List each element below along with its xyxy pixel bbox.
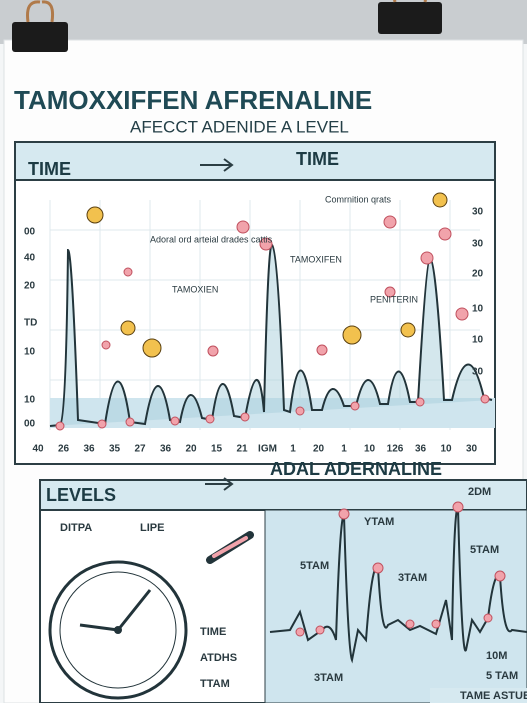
monitor-label: 10M xyxy=(486,650,507,662)
bottom-label: 20 xyxy=(313,444,325,455)
bottom-label: 36 xyxy=(415,444,427,455)
annotation: TAMOXIEN xyxy=(172,284,218,294)
binder-clip xyxy=(378,0,442,34)
grid xyxy=(49,200,480,430)
annotation: TAMOXIFEN xyxy=(290,254,342,264)
bottom-label: 10 xyxy=(440,444,452,455)
annotation: PENITERIN xyxy=(370,294,418,304)
side-label: 10 xyxy=(24,395,36,406)
bottom-label: 1 xyxy=(341,444,347,455)
bottom-label: 40 xyxy=(32,444,44,455)
bottom-label: 126 xyxy=(387,444,404,455)
binder-clip xyxy=(12,0,68,52)
monitor-label: YTAM xyxy=(364,516,394,528)
clock-label: ATDHS xyxy=(200,652,237,664)
title: TAMOXXIFFEN AFRENALINE xyxy=(14,85,372,115)
top-labels: 00 40 20 TD 10 10 00 30 30 20 10 10 30 40 26 36 35 27 36 20… xyxy=(24,194,484,454)
side-label: 10 xyxy=(24,347,36,358)
top-panel-header xyxy=(14,141,496,181)
side-label: 30 xyxy=(472,207,484,218)
side-label: 00 xyxy=(24,419,36,430)
side-label: 40 xyxy=(24,253,36,264)
bottom-label: IGM xyxy=(258,444,277,455)
bottom-label: 35 xyxy=(109,444,121,455)
dots xyxy=(55,215,490,431)
monitor-label: 5 TAM xyxy=(486,670,518,682)
side-label: 10 xyxy=(472,304,484,315)
side-label: 30 xyxy=(472,367,484,378)
heading: LEVELS xyxy=(46,485,116,505)
badges xyxy=(86,192,448,358)
dots xyxy=(295,501,506,637)
bottom-label: 20 xyxy=(185,444,197,455)
side-label: 20 xyxy=(24,281,36,292)
monitor-label: 5TAM xyxy=(470,544,499,556)
bottom-label: 15 xyxy=(211,444,223,455)
bottom-label: 1 xyxy=(290,444,296,455)
subtitle: AFECCT ADENIDE A LEVEL xyxy=(130,117,349,136)
heading: ADAL ADERNALINE xyxy=(270,459,442,479)
footer: TAME ASTUE xyxy=(460,690,527,702)
bottom-label: 26 xyxy=(58,444,70,455)
side-label: TD xyxy=(24,318,37,329)
arrow xyxy=(200,158,234,172)
bottom-label: 21 xyxy=(236,444,248,455)
clock-label: LIPE xyxy=(140,522,164,534)
annotation: Adoral ord arteial drades cattis xyxy=(150,234,273,244)
heading: TIME xyxy=(28,159,71,179)
monitor xyxy=(264,509,527,703)
monitor-label: 5TAM xyxy=(300,560,329,572)
bottom-label: 36 xyxy=(83,444,95,455)
side-label: 30 xyxy=(472,239,484,250)
bottom-label: 27 xyxy=(134,444,146,455)
bottom-label: 30 xyxy=(466,444,478,455)
bottom-label: 10 xyxy=(364,444,376,455)
monitor-label: 3TAM xyxy=(398,572,427,584)
heading: TIME xyxy=(296,149,339,169)
clock-label: TTAM xyxy=(200,678,230,690)
clock-label: TIME xyxy=(200,626,226,638)
arrow xyxy=(205,477,234,491)
bottom-labels: DITPA LIPE TIME ATDHS TTAM 2DM YTAM 5TAM 5TAM 3TA… xyxy=(60,486,518,690)
monitor-label: 2DM xyxy=(468,486,491,498)
side-label: 00 xyxy=(24,227,36,238)
monitor-label: 3TAM xyxy=(314,672,343,684)
side-label: 20 xyxy=(472,269,484,280)
clock-label: DITPA xyxy=(60,522,92,534)
bottom-panel-header xyxy=(39,479,527,511)
annotation: Comrnition qrats xyxy=(325,194,392,204)
bottom-label: 36 xyxy=(160,444,172,455)
clock xyxy=(48,531,254,700)
footer-tag xyxy=(430,688,527,703)
top-strip xyxy=(0,0,527,44)
side-label: 10 xyxy=(472,335,484,346)
